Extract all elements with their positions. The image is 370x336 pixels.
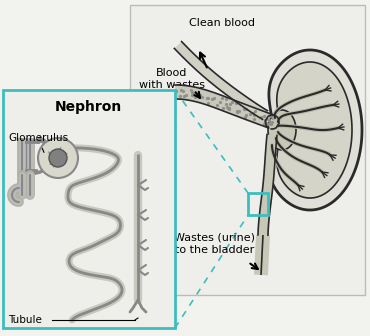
Text: Tubule: Tubule (8, 315, 42, 325)
Text: Nephron: Nephron (55, 100, 122, 114)
Polygon shape (277, 62, 352, 198)
Polygon shape (258, 134, 277, 235)
Text: Blood
with wastes: Blood with wastes (139, 68, 205, 90)
Polygon shape (175, 85, 279, 129)
Polygon shape (269, 50, 362, 210)
FancyBboxPatch shape (3, 90, 175, 328)
Ellipse shape (268, 110, 296, 150)
Circle shape (38, 138, 78, 178)
Text: Wastes (urine)
to the bladder: Wastes (urine) to the bladder (175, 233, 256, 255)
Polygon shape (174, 42, 268, 119)
Text: Glomerulus: Glomerulus (8, 133, 68, 153)
Circle shape (49, 149, 67, 167)
Text: Clean blood: Clean blood (189, 18, 255, 28)
Bar (130, 5, 365, 295)
Bar (248, 193, 268, 215)
